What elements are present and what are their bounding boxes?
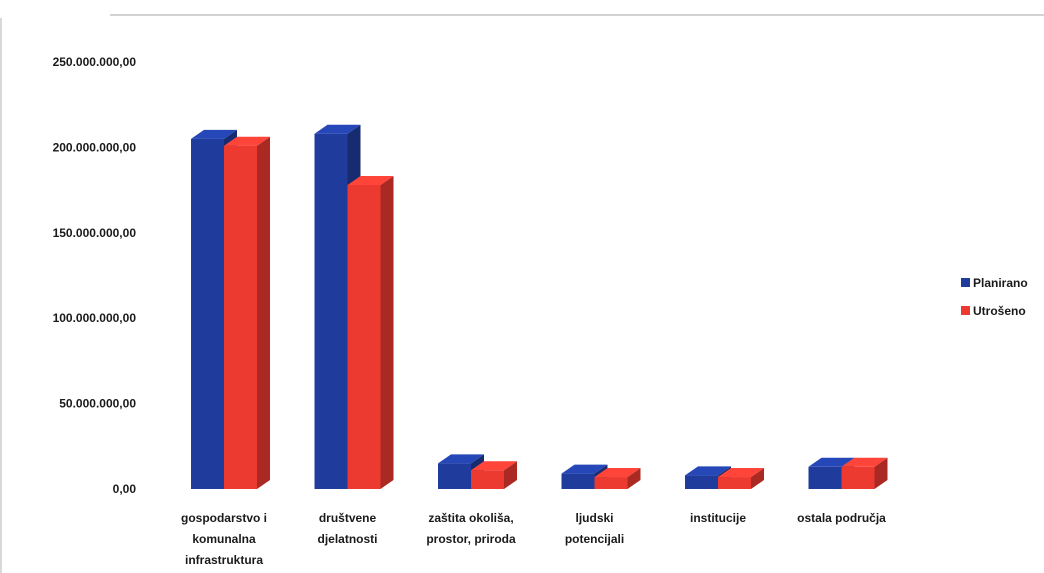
bar — [594, 468, 641, 489]
bar-front — [438, 463, 471, 489]
bar-side — [504, 461, 517, 489]
category-label: ostala područja — [797, 511, 886, 525]
y-tick-label: 100.000.000,00 — [53, 311, 137, 325]
bar-front — [471, 470, 504, 489]
bar-top — [471, 461, 517, 471]
bar-top — [685, 466, 731, 476]
category-label: ljudski potencijali — [565, 511, 624, 546]
chart-frame-top — [110, 14, 1044, 16]
y-tick-label: 0,00 — [113, 482, 137, 496]
y-tick-label: 150.000.000,00 — [53, 226, 137, 240]
legend-swatch — [961, 306, 970, 315]
bar-front — [347, 184, 381, 489]
chart-frame-left — [0, 18, 2, 573]
bar-side — [751, 468, 764, 489]
legend-item: Utrošeno — [961, 304, 1026, 318]
x-axis: gospodarstvo i komunalna infrastruktura dru… — [181, 511, 886, 567]
bar-front — [561, 473, 595, 489]
y-tick-label: 200.000.000,00 — [53, 140, 137, 154]
y-tick-label: 250.000.000,00 — [53, 55, 137, 69]
legend-item: Planirano — [961, 276, 1028, 290]
bar-front — [314, 133, 348, 489]
bar-side — [874, 457, 888, 489]
bar-top — [224, 136, 270, 146]
bar-side — [627, 468, 641, 489]
y-tick-label: 50.000.000,00 — [59, 397, 136, 411]
bar-top — [718, 468, 764, 478]
y-axis: 0,00 50.000.000,00 100.000.000,00 150.000.0… — [53, 55, 137, 496]
bar-side — [380, 175, 394, 489]
category-label: društvene djelatnosti — [317, 511, 377, 546]
bar-front — [685, 475, 718, 489]
bar-top — [347, 175, 394, 185]
bar-front — [841, 466, 875, 489]
category-label: institucije — [690, 511, 746, 525]
category-label: zaštita okoliša, prostor, priroda — [426, 511, 516, 546]
bar — [471, 461, 517, 489]
bar — [224, 136, 270, 489]
bar-top — [314, 124, 361, 134]
bar — [718, 468, 764, 489]
bar-top — [191, 129, 237, 139]
legend-label: Utrošeno — [973, 304, 1026, 318]
bar-front — [808, 466, 842, 489]
bar-top — [841, 457, 888, 467]
bar — [347, 175, 394, 489]
bar-front — [718, 477, 751, 489]
bars — [191, 124, 888, 490]
bar-top — [594, 468, 641, 478]
bar-side — [257, 136, 270, 489]
bar-front — [224, 145, 257, 489]
bar-top — [561, 464, 608, 474]
legend-label: Planirano — [973, 276, 1028, 290]
category-label: gospodarstvo i komunalna infrastruktura — [181, 511, 267, 567]
bar-front — [191, 138, 224, 490]
bar-front — [594, 477, 628, 489]
legend: Planirano Utrošeno — [961, 276, 1028, 318]
bar-top — [808, 457, 855, 467]
bar — [841, 457, 888, 489]
legend-swatch — [961, 278, 970, 287]
bar — [685, 466, 731, 489]
bar-top — [438, 454, 484, 464]
